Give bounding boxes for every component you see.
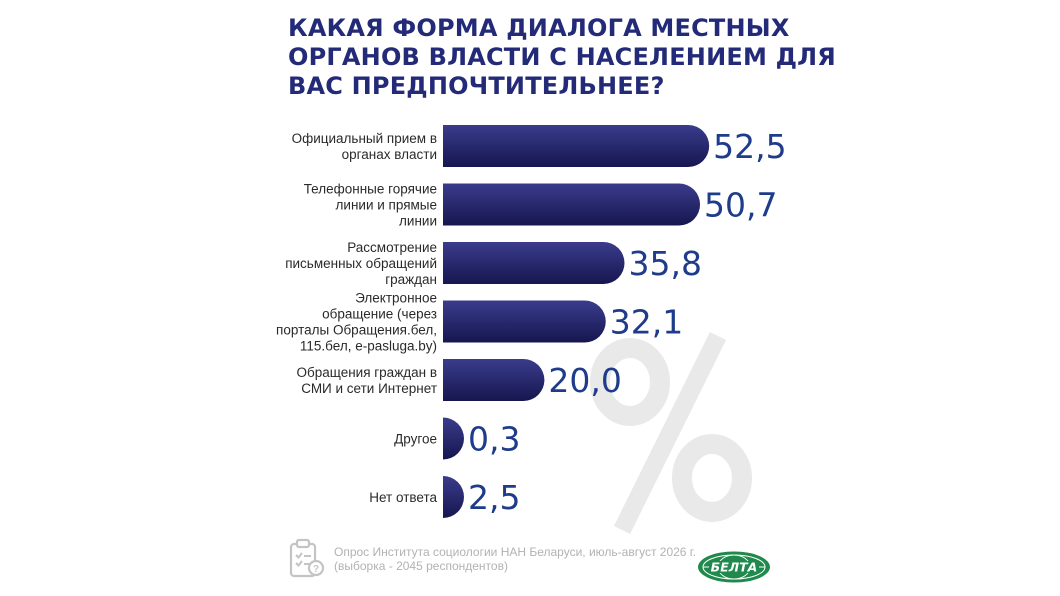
value-label: 50,7	[704, 186, 777, 225]
title-line: ВАС ПРЕДПОЧТИТЕЛЬНЕЕ?	[288, 72, 665, 100]
category-label: Рассмотрение письменных обращений граждан	[285, 240, 437, 287]
bar	[443, 300, 606, 343]
source-line: Опрос Института социологии НАН Беларуси,…	[334, 545, 697, 559]
svg-text:?: ?	[313, 564, 319, 575]
bar	[443, 417, 464, 460]
category-label: Нет ответа	[369, 490, 437, 505]
title-line: КАКАЯ ФОРМА ДИАЛОГА МЕСТНЫХ	[288, 14, 790, 42]
category-label: Другое	[394, 432, 437, 447]
bar	[443, 359, 545, 401]
percent-watermark-icon	[590, 332, 752, 534]
value-label: 2,5	[468, 478, 520, 517]
value-label: 20,0	[548, 361, 621, 400]
category-label: Обращения граждан в СМИ и сети Интернет	[296, 365, 437, 396]
value-label: 35,8	[629, 244, 702, 283]
source-note: Опрос Института социологии НАН Беларуси,…	[334, 545, 697, 573]
bar	[443, 183, 701, 226]
bar	[443, 242, 625, 284]
source-line: (выборка - 2045 респондентов)	[334, 559, 508, 573]
category-label: Электронное обращение (через порталы Обращ…	[276, 291, 437, 354]
value-label: 0,3	[468, 420, 520, 459]
bar	[443, 125, 710, 167]
bar	[443, 476, 464, 518]
logo-text: БЕЛТА	[711, 560, 758, 575]
category-label: Официальный прием в органах власти	[292, 131, 437, 162]
category-label: Телефонные горячие линии и прямые линии	[304, 182, 437, 229]
belta-logo: БЕЛТА	[698, 551, 770, 583]
title-line: ОРГАНОВ ВЛАСТИ С НАСЕЛЕНИЕМ ДЛЯ	[288, 43, 836, 71]
value-label: 32,1	[610, 303, 683, 342]
chart-title: КАКАЯ ФОРМА ДИАЛОГА МЕСТНЫХ ОРГАНОВ ВЛАС…	[288, 14, 836, 101]
survey-clipboard-icon: ?	[289, 538, 325, 578]
value-label: 52,5	[713, 127, 786, 166]
